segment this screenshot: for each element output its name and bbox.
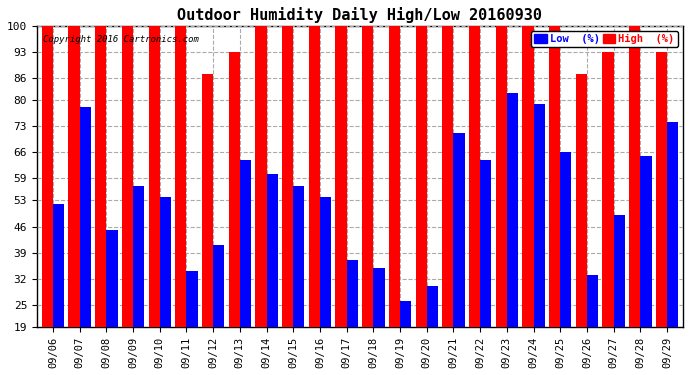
Bar	[522, 26, 533, 327]
Bar	[95, 26, 106, 327]
Bar	[453, 134, 464, 327]
Bar	[426, 286, 438, 327]
Bar	[507, 93, 518, 327]
Bar	[53, 204, 64, 327]
Bar	[293, 186, 304, 327]
Bar	[613, 215, 625, 327]
Bar	[186, 271, 197, 327]
Bar	[587, 275, 598, 327]
Bar	[560, 152, 571, 327]
Bar	[202, 74, 213, 327]
Bar	[575, 74, 587, 327]
Bar	[346, 260, 358, 327]
Bar	[133, 186, 144, 327]
Bar	[480, 159, 491, 327]
Bar	[389, 26, 400, 327]
Bar	[495, 26, 507, 327]
Bar	[68, 26, 79, 327]
Bar	[255, 26, 266, 327]
Bar	[148, 26, 160, 327]
Bar	[469, 26, 480, 327]
Bar	[308, 26, 320, 327]
Bar	[400, 301, 411, 327]
Bar	[228, 52, 240, 327]
Legend: Low  (%), High  (%): Low (%), High (%)	[531, 31, 678, 47]
Bar	[629, 26, 640, 327]
Bar	[549, 26, 560, 327]
Bar	[415, 26, 426, 327]
Bar	[266, 174, 278, 327]
Bar	[282, 26, 293, 327]
Bar	[240, 159, 251, 327]
Bar	[213, 245, 224, 327]
Bar	[362, 26, 373, 327]
Bar	[160, 197, 171, 327]
Bar	[41, 26, 53, 327]
Bar	[667, 122, 678, 327]
Bar	[602, 52, 613, 327]
Bar	[106, 230, 117, 327]
Bar	[442, 26, 453, 327]
Bar	[533, 104, 544, 327]
Bar	[122, 26, 133, 327]
Bar	[175, 26, 186, 327]
Bar	[373, 267, 384, 327]
Bar	[640, 156, 651, 327]
Bar	[320, 197, 331, 327]
Title: Outdoor Humidity Daily High/Low 20160930: Outdoor Humidity Daily High/Low 20160930	[177, 7, 542, 23]
Bar	[335, 26, 346, 327]
Bar	[656, 52, 667, 327]
Bar	[79, 107, 91, 327]
Text: Copyright 2016 Cartronics.com: Copyright 2016 Cartronics.com	[43, 34, 199, 44]
